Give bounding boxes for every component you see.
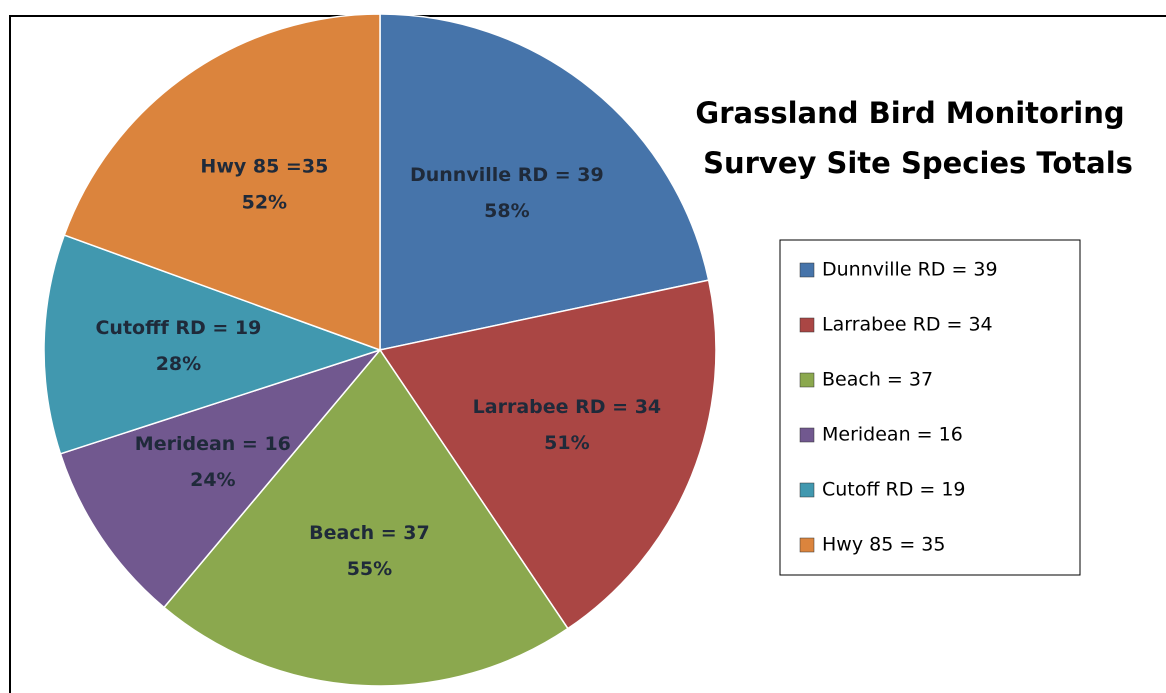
slice-label: Hwy 85 =35 <box>200 155 328 177</box>
pie-slice <box>43 234 383 455</box>
pie-slice <box>63 13 381 352</box>
slice-label: Cutofff RD = 19 <box>95 317 261 339</box>
legend-swatch <box>799 372 815 388</box>
slice-percent: 51% <box>544 432 589 454</box>
legend-label: Meridean = 16 <box>822 424 963 446</box>
slice-percent: 52% <box>242 191 287 213</box>
legend-label: Beach = 37 <box>822 369 933 391</box>
pie-slice <box>162 348 569 687</box>
chart-title: Grassland Bird Monitoring <box>695 96 1124 130</box>
legend-swatch <box>799 262 815 278</box>
legend-label: Dunnville RD = 39 <box>822 259 998 281</box>
legend-label: Larrabee RD = 34 <box>822 314 993 336</box>
legend-swatch <box>799 317 815 333</box>
slice-percent: 28% <box>156 353 201 375</box>
pie-slice <box>379 13 710 351</box>
slice-label: Beach = 37 <box>309 522 430 544</box>
legend-swatch <box>799 537 815 553</box>
slice-percent: 58% <box>484 200 529 222</box>
slice-label: Larrabee RD = 34 <box>473 396 661 418</box>
legend-swatch <box>799 482 815 498</box>
legend-box <box>779 239 1081 576</box>
slice-label: Meridean = 16 <box>135 433 291 455</box>
slice-percent: 24% <box>190 469 235 491</box>
legend-swatch <box>799 427 815 443</box>
legend-label: Cutoff RD = 19 <box>822 479 966 501</box>
chart-title: Survey Site Species Totals <box>703 146 1133 180</box>
pie-slice <box>378 279 717 630</box>
slice-percent: 55% <box>347 558 392 580</box>
legend-label: Hwy 85 = 35 <box>822 534 945 556</box>
pie-slice <box>59 348 383 609</box>
slice-label: Dunnville RD = 39 <box>410 164 604 186</box>
